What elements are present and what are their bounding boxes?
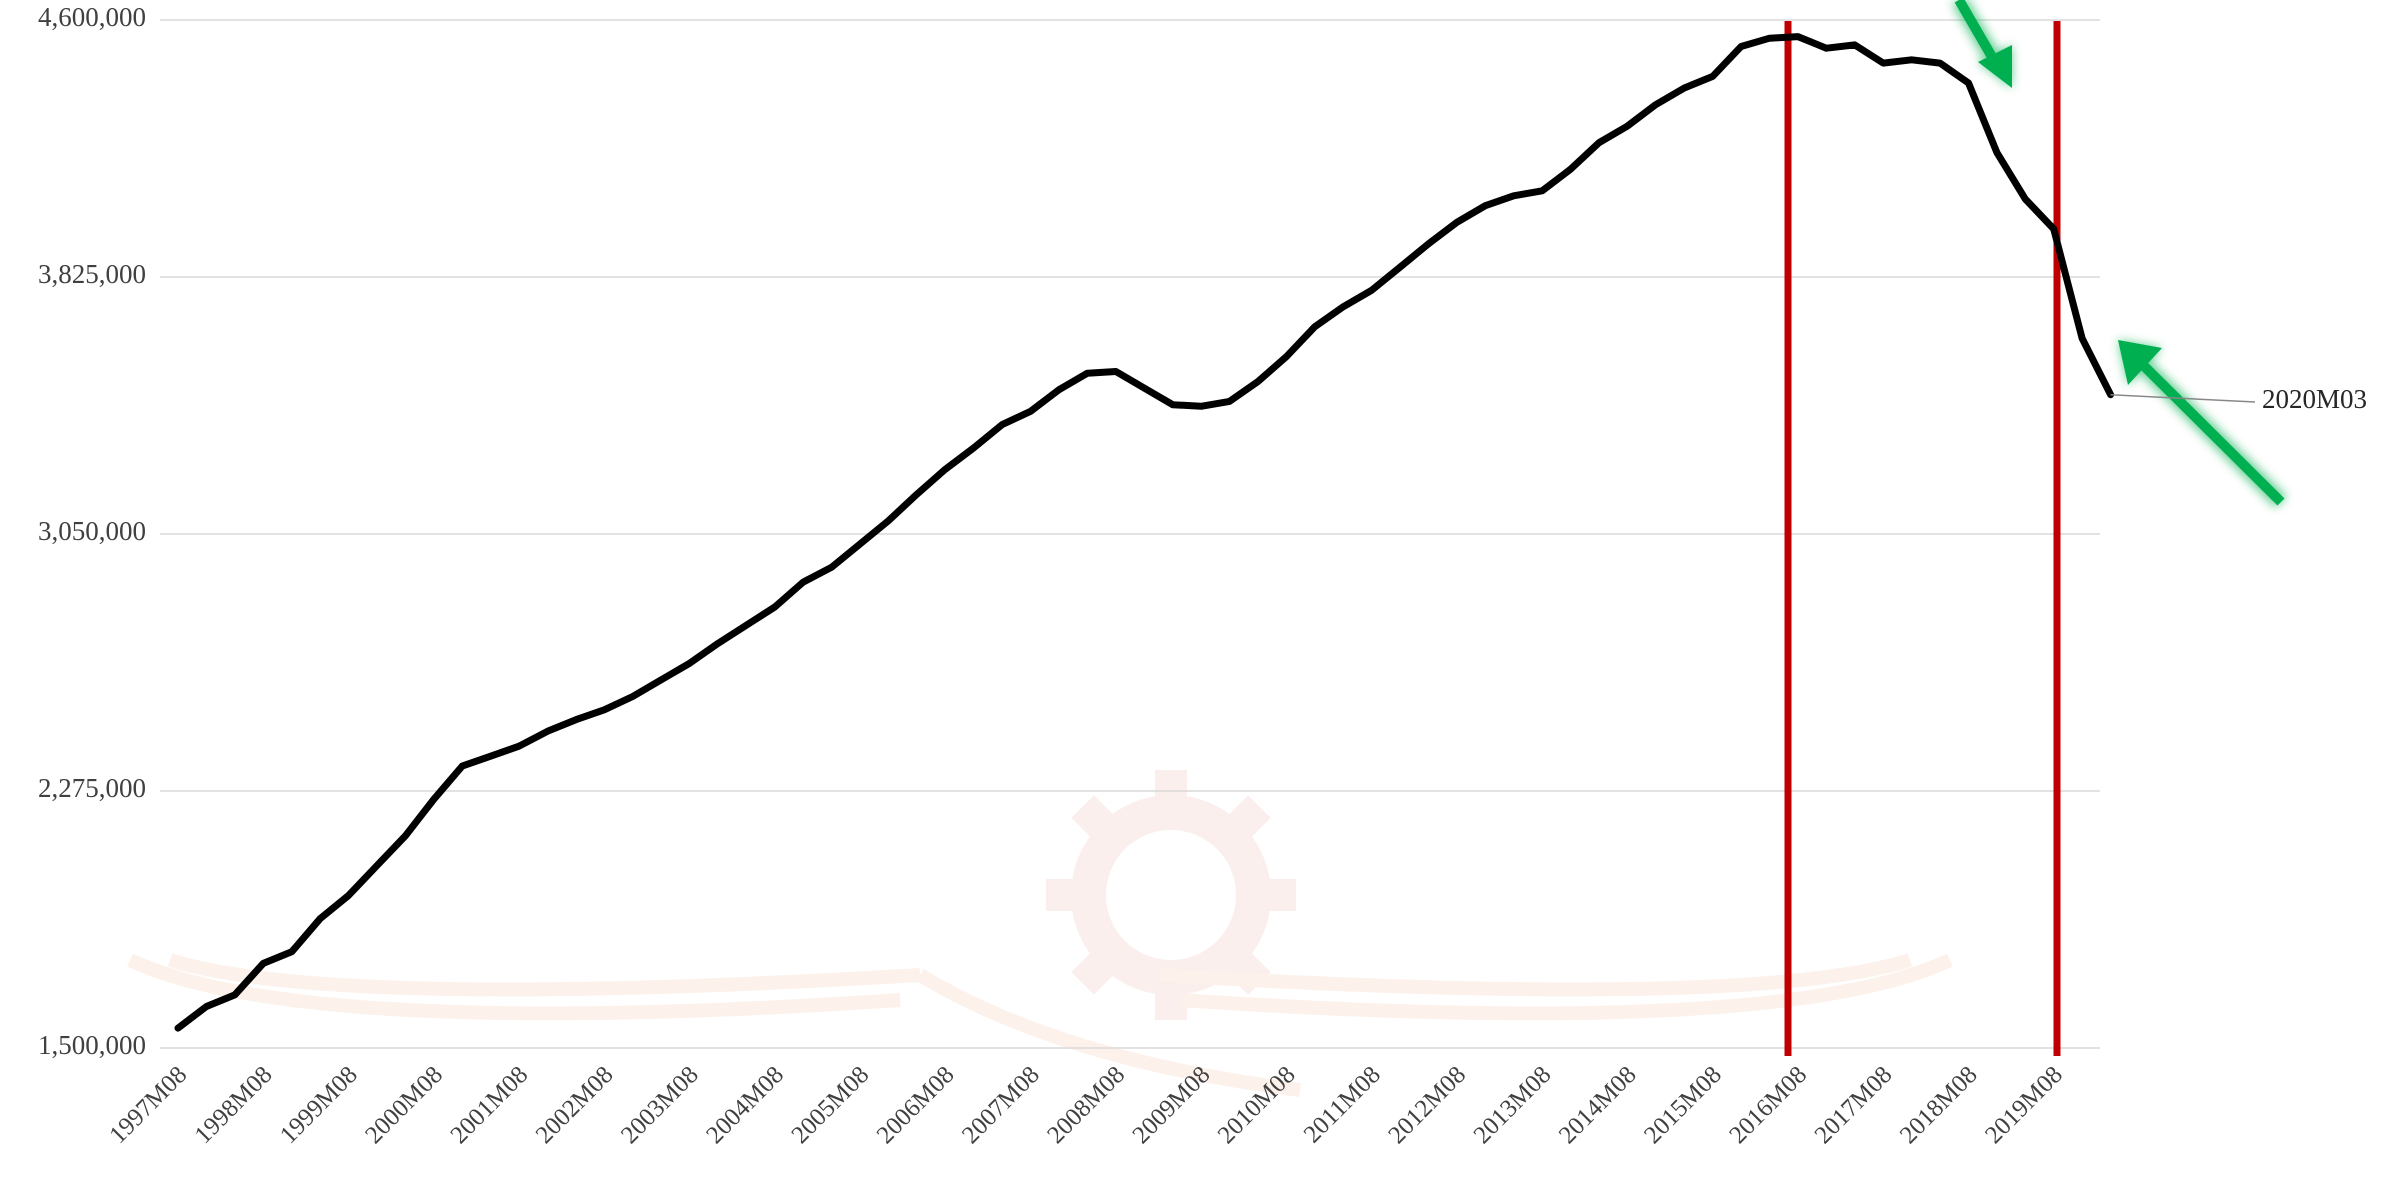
x-tick-label: 2018M08 — [1895, 1061, 1983, 1149]
x-tick-label: 2005M08 — [787, 1061, 875, 1149]
x-tick-label: 2006M08 — [872, 1061, 960, 1149]
x-tick-label: 2000M08 — [360, 1061, 448, 1149]
y-tick-label: 1,500,000 — [38, 1030, 146, 1060]
y-tick-label: 4,600,000 — [38, 2, 146, 32]
x-tick-label: 2016M08 — [1724, 1061, 1812, 1149]
y-tick-label: 3,825,000 — [38, 259, 146, 289]
x-tick-label: 2012M08 — [1383, 1061, 1471, 1149]
x-tick-label: 1998M08 — [190, 1061, 278, 1149]
annotation: 2020M03 — [2262, 384, 2367, 414]
x-tick-label: 2017M08 — [1810, 1061, 1898, 1149]
x-tick-label: 2001M08 — [445, 1061, 533, 1149]
x-tick-label: 2002M08 — [531, 1061, 619, 1149]
arrow — [2118, 340, 2281, 502]
y-tick-label: 2,275,000 — [38, 773, 146, 803]
x-tick-label: 1999M08 — [275, 1061, 363, 1149]
x-tick-label: 2011M08 — [1299, 1061, 1386, 1148]
x-tick-label: 2008M08 — [1042, 1061, 1130, 1149]
x-tick-label: 2003M08 — [616, 1061, 704, 1149]
x-tick-label: 2013M08 — [1469, 1061, 1557, 1149]
chart: 2020M03 1,500,000 2,275,000 3,050,000 3,825… — [0, 0, 2400, 1189]
arrow — [1959, 0, 2012, 88]
x-tick-label: 2019M08 — [1980, 1061, 2068, 1149]
x-tick-label: 2015M08 — [1639, 1061, 1727, 1149]
x-tick-label: 1997M08 — [104, 1061, 192, 1149]
watermark — [130, 718, 1950, 1090]
y-tick-label: 3,050,000 — [38, 516, 146, 546]
x-tick-label: 2007M08 — [957, 1061, 1045, 1149]
x-tick-label: 2014M08 — [1554, 1061, 1642, 1149]
x-tick-label: 2004M08 — [701, 1061, 789, 1149]
